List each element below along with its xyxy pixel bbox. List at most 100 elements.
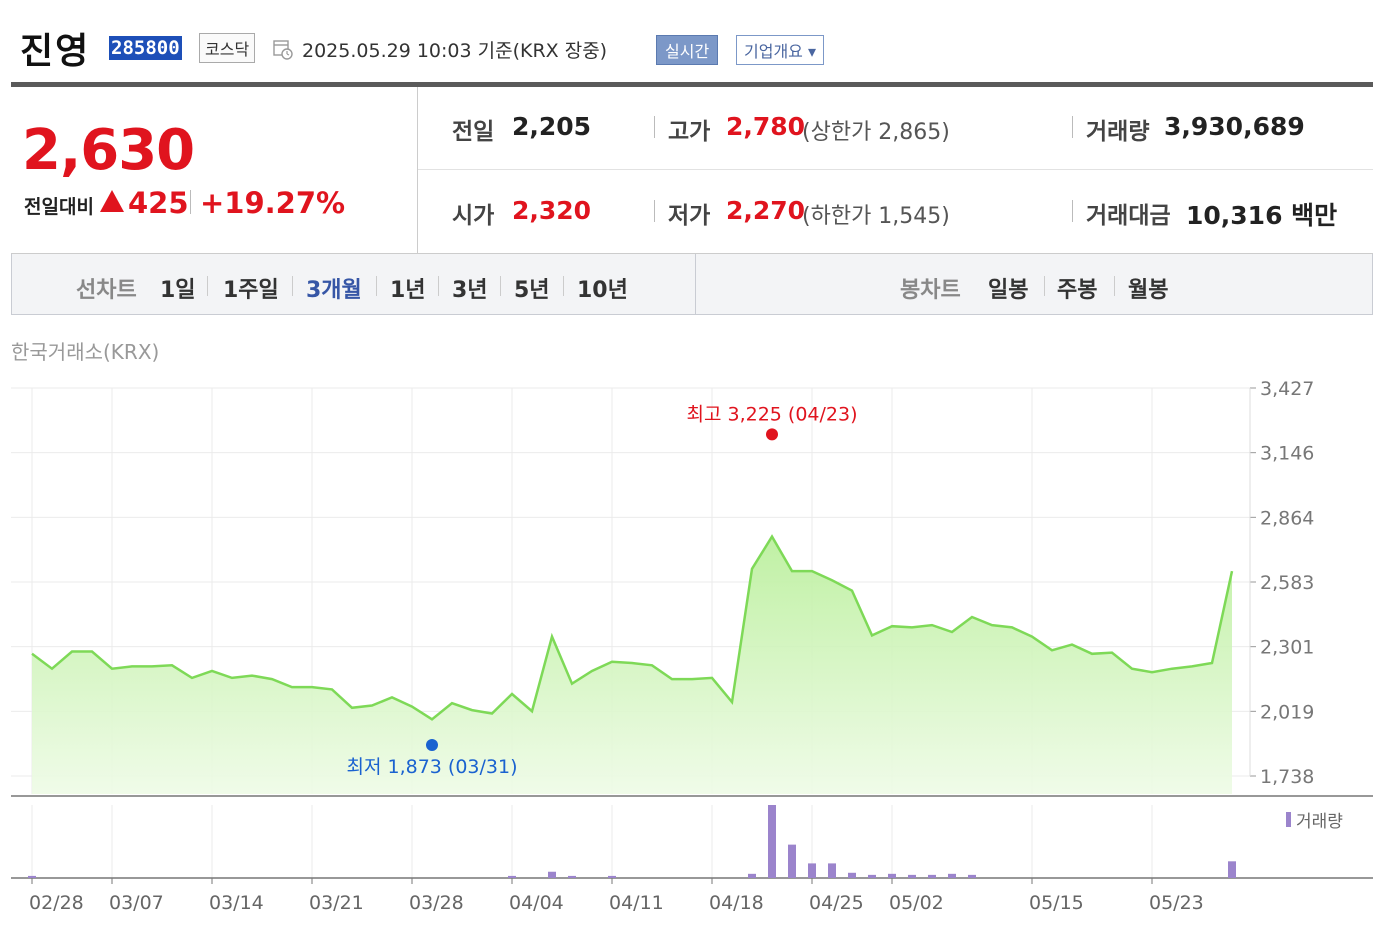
stock-name: 진영 — [20, 31, 91, 72]
volume-legend-swatch — [1286, 812, 1291, 827]
realtime-button[interactable]: 실시간 — [656, 35, 719, 65]
period-separator — [1044, 276, 1045, 296]
y-tick-label: 2,301 — [1260, 637, 1314, 659]
period-separator — [438, 276, 439, 296]
change-label: 전일대비 — [24, 196, 94, 218]
candle-daily[interactable]: 일봉 — [988, 278, 1029, 303]
x-tick-label: 03/21 — [309, 892, 364, 914]
volume-legend: 거래량 — [1296, 812, 1343, 832]
x-tick-label: 02/28 — [29, 892, 84, 914]
volume-bar — [768, 805, 776, 878]
volume-label: 거래량 — [1086, 119, 1150, 145]
y-tick-label: 2,019 — [1260, 701, 1314, 723]
open-label: 시가 — [452, 203, 495, 229]
volume-bar — [808, 863, 816, 878]
period-separator — [292, 276, 293, 296]
min-marker — [426, 738, 438, 751]
current-price: 2,630 — [22, 118, 195, 183]
exchange-label: 한국거래소(KRX) — [11, 340, 160, 364]
amount-label: 거래대금 — [1086, 203, 1171, 229]
lower-limit: (하한가 1,545) — [802, 204, 950, 229]
x-tick-label: 05/02 — [889, 892, 944, 914]
prev-close-label: 전일 — [452, 119, 495, 145]
volume-bar — [608, 875, 616, 878]
y-tick-label: 2,583 — [1260, 572, 1314, 594]
y-tick-label: 3,146 — [1260, 443, 1314, 465]
period-separator — [563, 276, 564, 296]
volume-bar — [1228, 861, 1236, 878]
volume-bar — [508, 875, 516, 878]
volume-bar — [748, 873, 756, 878]
header-divider — [11, 82, 1373, 87]
volume-bar — [568, 875, 576, 878]
high-label: 고가 — [668, 119, 711, 145]
volume-bar — [948, 873, 956, 878]
line-chart-label: 선차트 — [76, 278, 137, 303]
volume-bar — [968, 874, 976, 878]
x-tick-label: 03/14 — [209, 892, 264, 914]
period-1d[interactable]: 1일 — [160, 278, 196, 303]
volume-bar — [28, 875, 36, 878]
price-box-bottom — [11, 253, 1373, 254]
period-1y[interactable]: 1년 — [390, 278, 426, 303]
volume-bar — [788, 844, 796, 878]
low-label: 저가 — [668, 203, 711, 229]
info-separator — [654, 200, 655, 222]
as-of-timestamp: 2025.05.29 10:03 기준(KRX 장중) — [302, 40, 608, 62]
current-price-panel — [11, 87, 418, 253]
candle-chart-label: 봉차트 — [900, 278, 961, 303]
max-label: 최고 3,225 (04/23) — [686, 403, 857, 425]
candle-monthly[interactable]: 월봉 — [1128, 278, 1169, 303]
volume-bar — [828, 863, 836, 878]
stock-code: 285800 — [109, 36, 182, 60]
x-tick-label: 04/18 — [709, 892, 764, 914]
period-1w[interactable]: 1주일 — [223, 278, 279, 303]
info-separator — [654, 116, 655, 138]
up-arrow-icon — [100, 190, 124, 212]
prev-close-value: 2,205 — [512, 112, 592, 141]
price-line — [31, 534, 1234, 721]
x-tick-label: 03/28 — [409, 892, 464, 914]
info-separator — [1072, 116, 1073, 138]
min-label: 최저 1,873 (03/31) — [346, 756, 517, 778]
x-tick-label: 05/23 — [1149, 892, 1204, 914]
market-badge: 코스닥 — [199, 33, 256, 63]
period-bar — [11, 254, 1373, 315]
price-area — [32, 536, 1232, 794]
open-value: 2,320 — [512, 196, 592, 225]
change-amount: 425 — [128, 186, 189, 220]
calendar-clock-icon — [273, 40, 293, 60]
upper-limit: (상한가 2,865) — [802, 120, 950, 145]
volume-bar — [848, 872, 856, 878]
volume-bar — [548, 871, 556, 878]
y-tick-label: 1,738 — [1260, 766, 1314, 788]
period-separator — [500, 276, 501, 296]
company-overview-button[interactable]: 기업개요 ▾ — [736, 35, 824, 65]
period-10y[interactable]: 10년 — [577, 278, 628, 303]
candle-weekly[interactable]: 주봉 — [1057, 278, 1098, 303]
period-separator — [1114, 276, 1115, 296]
period-separator — [207, 276, 208, 296]
x-tick-label: 03/07 — [109, 892, 164, 914]
volume-bar — [888, 873, 896, 878]
volume-bar — [928, 874, 936, 878]
low-value: 2,270 — [726, 196, 806, 225]
period-3y[interactable]: 3년 — [452, 278, 488, 303]
volume-bar — [908, 874, 916, 878]
x-tick-label: 05/15 — [1029, 892, 1084, 914]
info-separator — [1072, 200, 1073, 222]
volume-bar — [868, 874, 876, 878]
x-tick-label: 04/25 — [809, 892, 864, 914]
change-percent: +19.27% — [200, 186, 346, 220]
x-tick-label: 04/04 — [509, 892, 564, 914]
y-tick-label: 3,427 — [1260, 378, 1314, 400]
period-3m[interactable]: 3개월 — [306, 278, 362, 303]
change-separator — [190, 190, 191, 214]
info-row-divider — [418, 169, 1373, 170]
period-5y[interactable]: 5년 — [514, 278, 550, 303]
period-bar-divider — [695, 254, 696, 315]
y-tick-label: 2,864 — [1260, 507, 1314, 529]
volume-value: 3,930,689 — [1164, 112, 1305, 141]
high-value: 2,780 — [726, 112, 806, 141]
